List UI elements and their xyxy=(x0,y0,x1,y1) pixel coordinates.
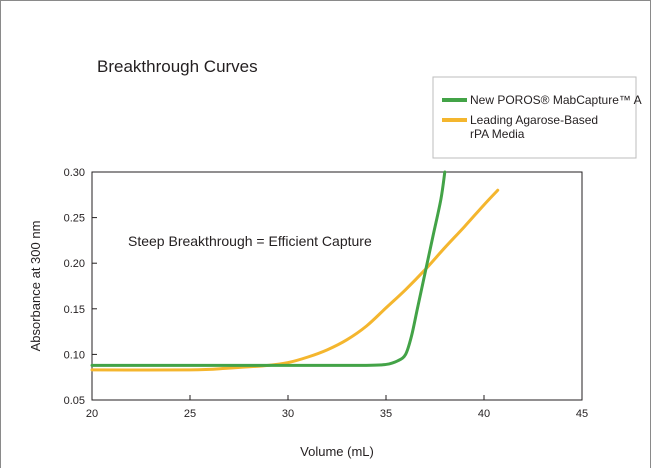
y-tick-label: 0.25 xyxy=(64,213,85,225)
series-lines xyxy=(90,170,500,372)
legend-label-poros: New POROS® MabCapture™ A xyxy=(470,93,642,107)
plot-area xyxy=(91,171,583,401)
series-line-agarose xyxy=(90,188,500,372)
x-tick-label: 35 xyxy=(380,408,392,420)
legend-label-agarose-line1: Leading Agarose-Based xyxy=(470,113,598,127)
legend-label-agarose: Leading Agarose-Based rPA Media xyxy=(470,113,601,141)
x-tick-label: 30 xyxy=(282,408,294,420)
x-tick-label: 20 xyxy=(86,408,98,420)
y-tick-label: 0.10 xyxy=(64,349,85,361)
y-tick-label: 0.30 xyxy=(64,167,85,179)
x-tick-label: 40 xyxy=(478,408,490,420)
legend: New POROS® MabCapture™ A Leading Agarose… xyxy=(432,76,642,159)
x-tick-label: 45 xyxy=(576,408,588,420)
axis-ticks: 20 25 30 35 40 45 0.05 0.10 0.15 0.20 0.25 0.30 xyxy=(64,167,589,420)
y-tick-label: 0.15 xyxy=(64,304,85,316)
y-tick-label: 0.05 xyxy=(64,395,85,407)
y-tick-label: 0.20 xyxy=(64,258,85,270)
chart-title: Breakthrough Curves xyxy=(97,57,258,76)
x-tick-label: 25 xyxy=(184,408,196,420)
x-axis-label: Volume (mL) xyxy=(300,444,374,459)
y-axis-label: Absorbance at 300 nm xyxy=(28,221,43,352)
chart-annotation: Steep Breakthrough = Efficient Capture xyxy=(128,233,372,249)
series-line-poros xyxy=(90,170,447,367)
legend-label-agarose-line2: rPA Media xyxy=(470,127,525,141)
